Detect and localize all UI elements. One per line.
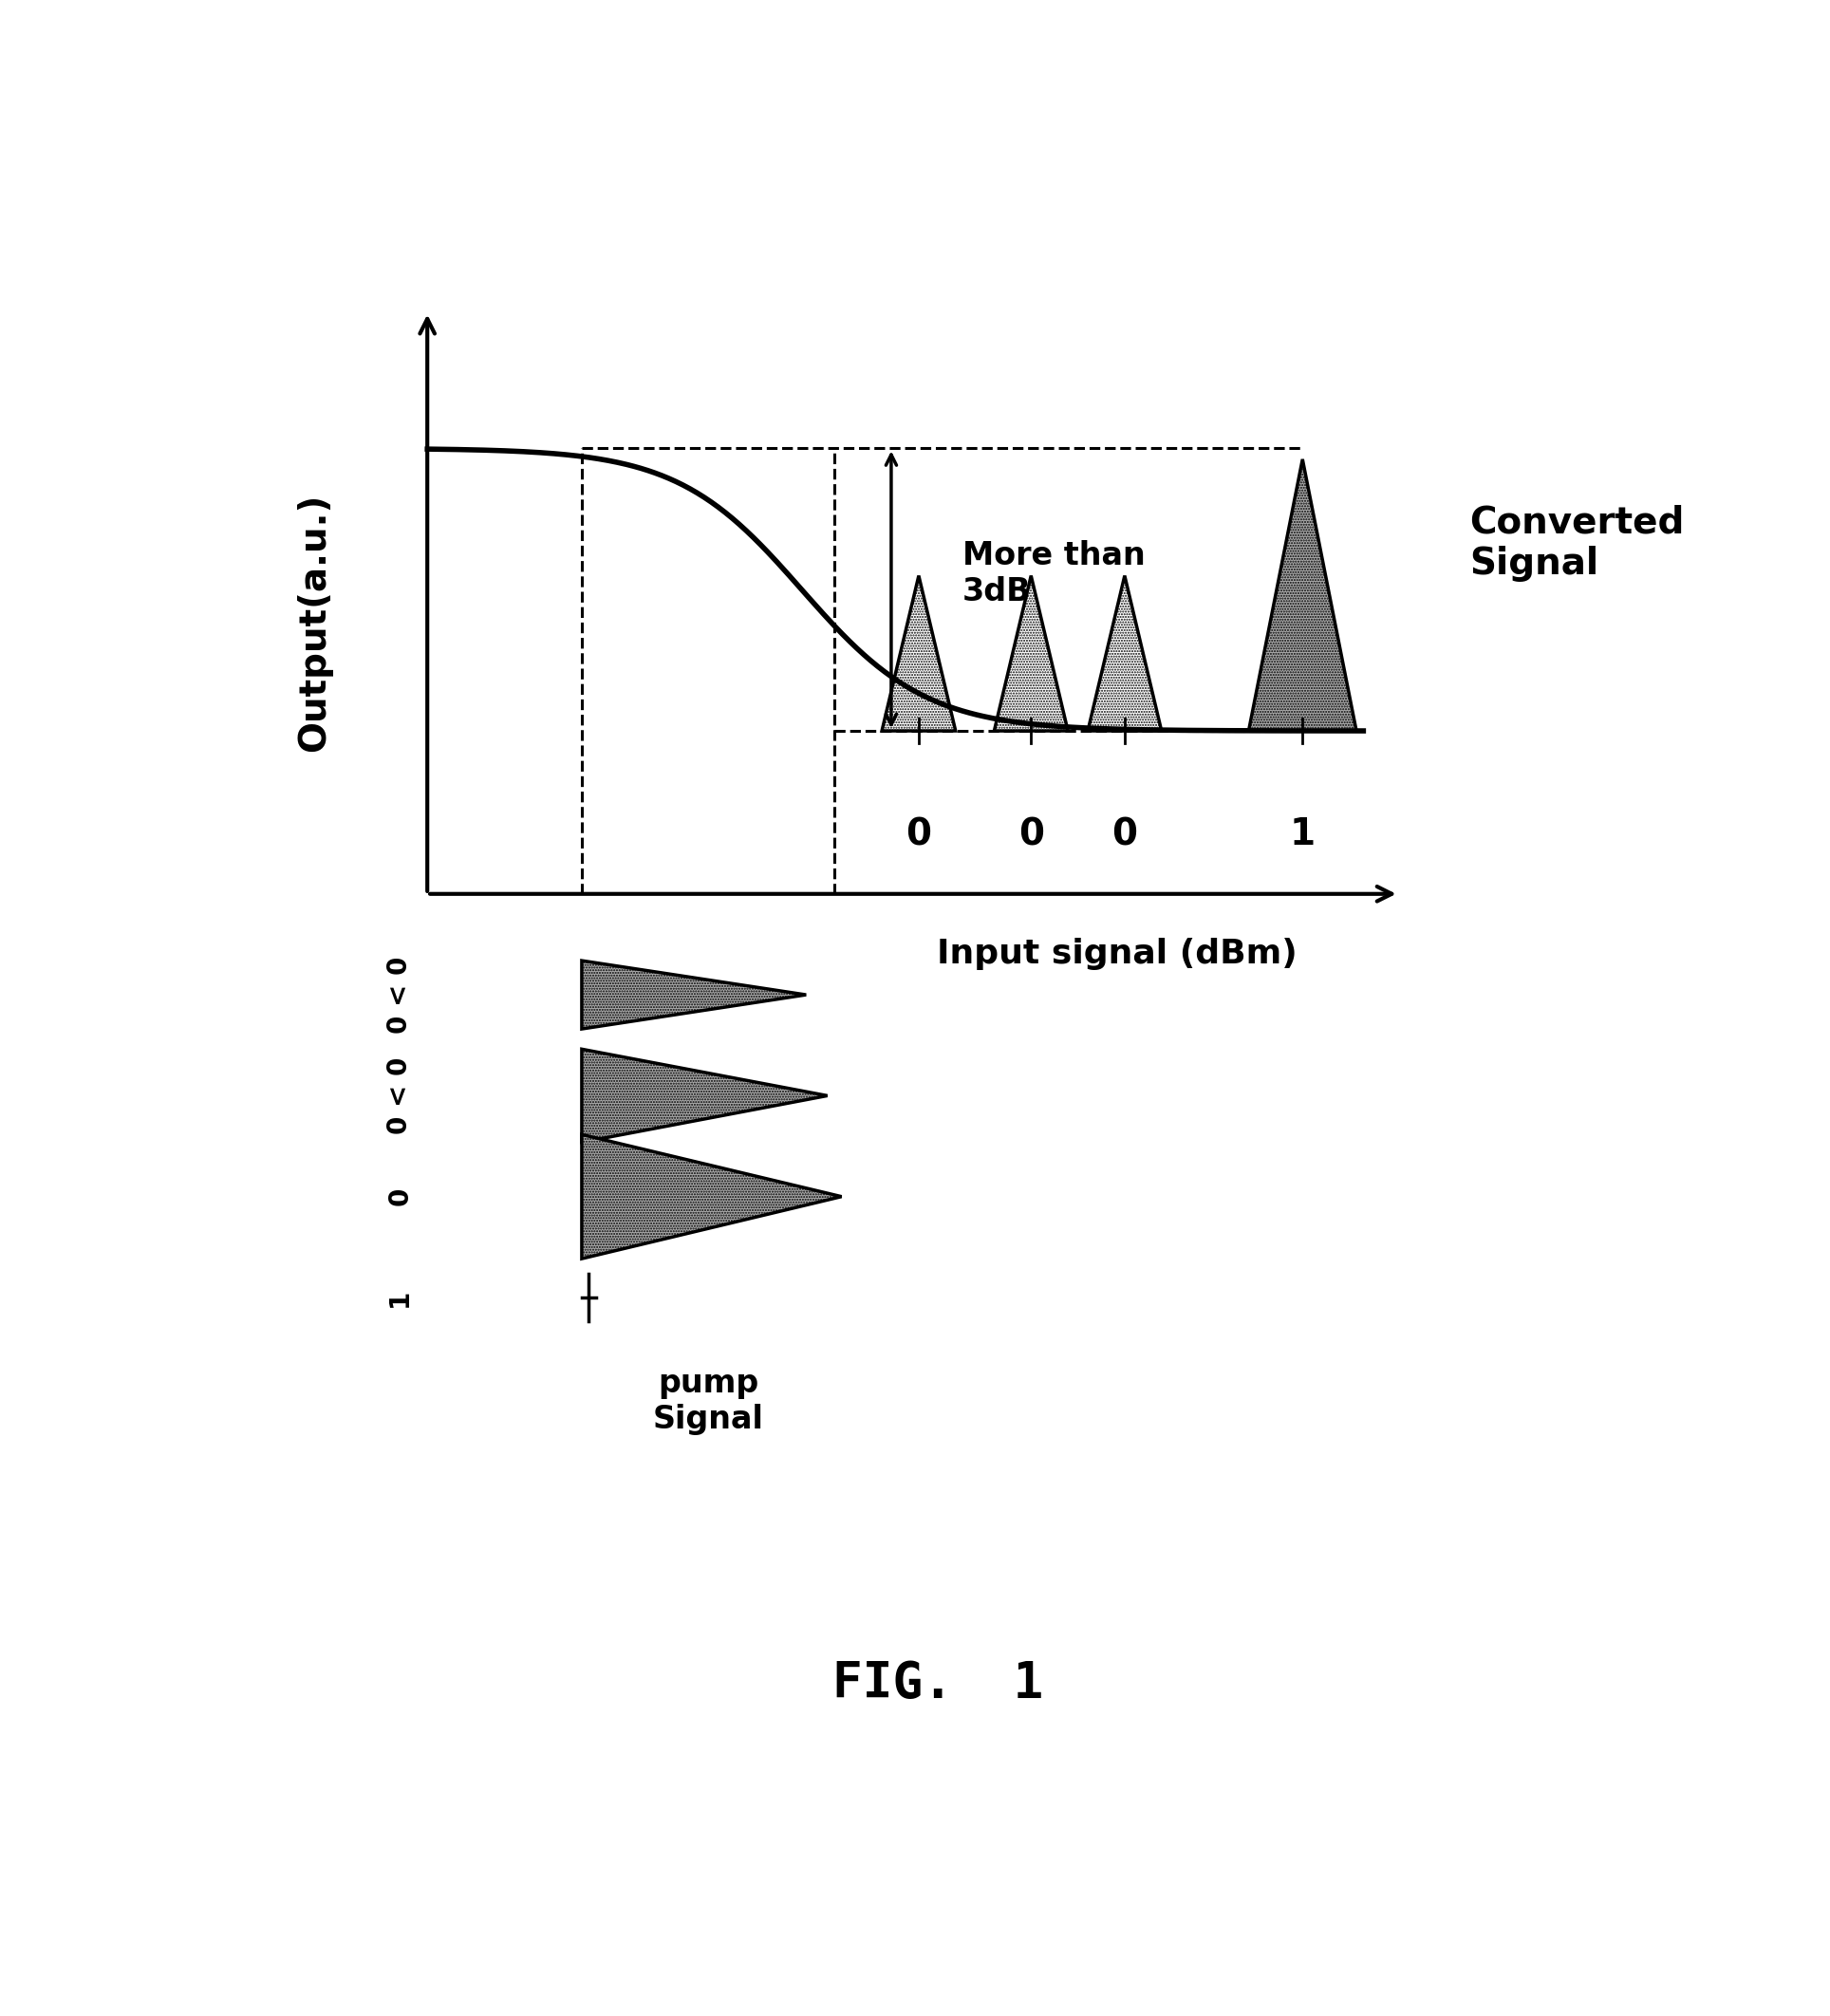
Text: 1: 1 <box>1290 816 1316 853</box>
Polygon shape <box>582 1048 827 1143</box>
Text: pump
Signal: pump Signal <box>653 1367 763 1435</box>
Polygon shape <box>994 577 1069 732</box>
Text: 0: 0 <box>1113 816 1138 853</box>
Polygon shape <box>582 1135 842 1258</box>
Polygon shape <box>882 577 955 732</box>
Text: FIG.  1: FIG. 1 <box>833 1659 1043 1710</box>
Text: 0: 0 <box>1017 816 1043 853</box>
Text: 0 < 0: 0 < 0 <box>386 1056 414 1135</box>
Text: Input signal (dBm): Input signal (dBm) <box>937 937 1297 970</box>
Text: More than
3dB: More than 3dB <box>963 540 1146 609</box>
Text: Converted
Signal: Converted Signal <box>1469 504 1685 583</box>
Text: 0 < 0: 0 < 0 <box>386 956 414 1034</box>
Polygon shape <box>1248 460 1356 732</box>
Polygon shape <box>1087 577 1162 732</box>
Text: 0: 0 <box>386 1187 414 1206</box>
Text: Output(a.u.): Output(a.u.) <box>296 494 331 752</box>
Text: 1: 1 <box>386 1288 414 1306</box>
Polygon shape <box>582 962 807 1028</box>
Text: 0: 0 <box>906 816 931 853</box>
